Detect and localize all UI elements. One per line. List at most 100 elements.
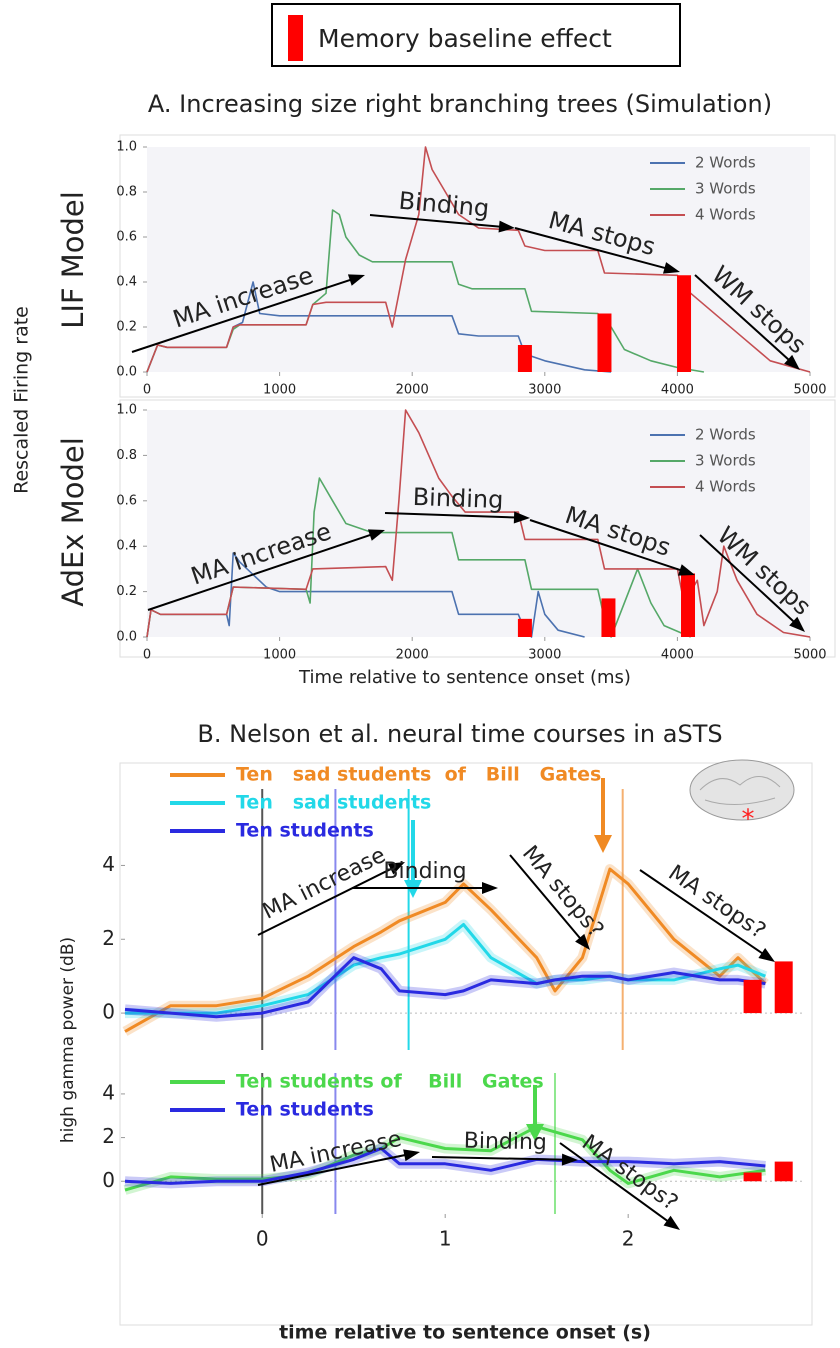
legend-label: 2 Words	[695, 426, 756, 444]
annotation-arrow-head	[663, 1215, 680, 1230]
y-tick-label: 1.0	[116, 140, 137, 155]
legend-label: 4 Words	[695, 478, 756, 496]
x-axis-label: Time relative to sentence onset (ms)	[298, 667, 631, 688]
series-line	[125, 923, 766, 1015]
memory-bar	[774, 961, 793, 1014]
y-tick-label: 0.2	[116, 584, 137, 599]
annotation: Binding	[412, 483, 504, 514]
svg-text:*: *	[742, 805, 755, 835]
annotation-arrow-head	[662, 262, 680, 274]
y-tick-label: 0.4	[116, 275, 137, 290]
series-line	[146, 409, 811, 638]
panel-label: AdEx Model	[56, 437, 90, 607]
series-halo	[124, 1143, 766, 1189]
y-tick-label: 1.0	[116, 403, 137, 418]
annotation-arrow	[509, 854, 585, 943]
panel-label: LIF Model	[56, 191, 90, 329]
x-tick-label: 4000	[661, 383, 694, 398]
series-line	[124, 1147, 766, 1185]
memory-bar	[774, 1161, 793, 1182]
key-label: Memory baseline effect	[318, 24, 612, 53]
annotation-arrow-head	[498, 220, 515, 233]
y-tick-label: 0.8	[116, 448, 137, 463]
legend-label: Ten sad students of Bill Gates	[236, 764, 601, 786]
annotation-arrow	[257, 865, 397, 936]
y-tick-label: 2	[102, 926, 115, 950]
x-tick-label: 5000	[793, 648, 826, 663]
memory-bar	[597, 313, 612, 372]
x-axis-label: time relative to sentence onset (s)	[279, 1322, 651, 1344]
annotation-arrow-head	[758, 948, 775, 962]
x-tick-label: 3000	[528, 383, 561, 398]
y-tick-label: 0.6	[116, 230, 137, 245]
x-tick-label: 0	[256, 1227, 269, 1251]
annotation-arrow-head	[388, 862, 405, 875]
memory-bar	[743, 1172, 762, 1182]
legend-label: Ten sad students	[236, 792, 431, 814]
annotation-arrow	[384, 512, 521, 519]
x-tick-label: 3000	[528, 648, 561, 663]
y-tick-label: 0.4	[116, 539, 137, 554]
x-tick-label: 1	[439, 1227, 452, 1251]
annotation-arrow	[639, 869, 768, 958]
annotation-arrow	[559, 1142, 673, 1225]
x-tick-label: 1000	[263, 648, 296, 663]
y-axis-label: high gamma power (dB)	[58, 937, 78, 1143]
y-tick-label: 2	[102, 1124, 115, 1148]
annotation: MA stops?	[664, 861, 770, 945]
annotation-arrow-head	[784, 354, 800, 370]
legend-label: 2 Words	[695, 154, 756, 172]
annotation-arrow-head	[677, 564, 695, 576]
memory-bar	[743, 979, 762, 1014]
series-halo	[122, 864, 769, 1036]
x-tick-label: 2000	[396, 648, 429, 663]
annotation: Binding	[383, 859, 466, 884]
legend-label: 3 Words	[695, 180, 756, 198]
annotation-arrow-head	[561, 1153, 578, 1166]
annotation-arrow	[699, 534, 799, 626]
chart-title: B. Nelson et al. neural time courses in …	[197, 720, 722, 748]
y-tick-label: 0.0	[116, 630, 137, 645]
panel-frame	[119, 134, 836, 398]
legend-label: 3 Words	[695, 452, 756, 470]
legend-label: Ten students	[236, 820, 374, 842]
annotation-arrow	[369, 214, 506, 229]
y-tick-label: 0.6	[116, 493, 137, 508]
memory-bar	[601, 598, 616, 637]
annotation-arrow-head	[482, 882, 498, 894]
y-tick-label: 4	[102, 852, 115, 876]
annotation-arrow	[131, 277, 356, 353]
annotation-arrow	[514, 227, 671, 271]
memory-bar	[517, 345, 532, 372]
y-tick-label: 0	[102, 1000, 115, 1024]
annotation-arrow	[257, 1153, 411, 1186]
x-tick-label: 2	[622, 1227, 635, 1251]
series-line	[124, 956, 766, 1019]
y-tick-label: 0	[102, 1168, 115, 1192]
brain-icon: *	[689, 759, 795, 835]
y-tick-label: 0.8	[116, 185, 137, 200]
y-tick-label: 0.0	[116, 365, 137, 380]
annotation-arrow-head	[513, 511, 530, 524]
annotation-arrow-head	[789, 616, 805, 632]
plot-area	[147, 147, 810, 372]
panel-frame	[119, 762, 813, 1326]
x-tick-label: 0	[143, 648, 151, 663]
panel-frame	[119, 399, 836, 658]
series-line	[124, 1125, 766, 1192]
annotation-arrow-head	[347, 274, 365, 286]
pointer-arrow-head	[594, 835, 612, 853]
legend-label: Ten students	[236, 1099, 374, 1121]
key-swatch	[288, 15, 303, 61]
series-line	[124, 867, 767, 1033]
y-tick-label: 0.2	[116, 320, 137, 335]
key-box	[271, 3, 681, 67]
chart-title: A. Increasing size right branching trees…	[148, 90, 772, 118]
plot-area	[147, 410, 810, 637]
annotation-arrow-head	[367, 529, 385, 541]
annotation-arrow-head	[575, 933, 590, 950]
annotation-arrow	[147, 532, 376, 611]
memory-bar	[677, 275, 692, 372]
x-tick-label: 0	[143, 383, 151, 398]
